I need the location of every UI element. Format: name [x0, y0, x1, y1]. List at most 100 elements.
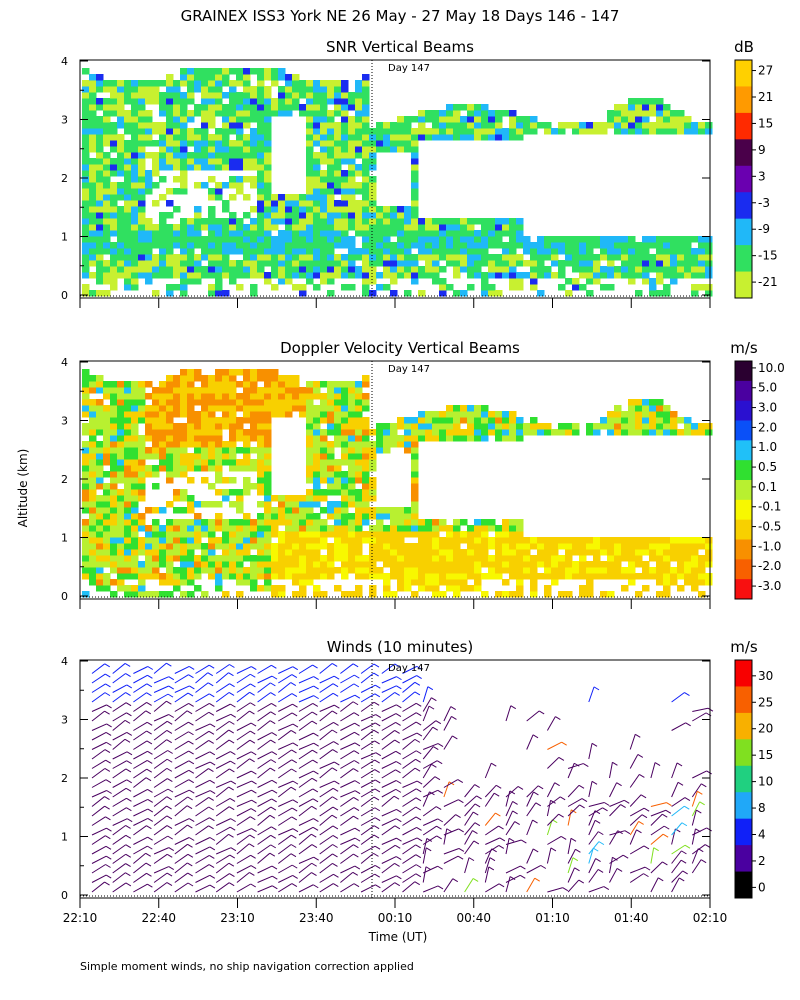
heatmap-cell — [677, 128, 685, 135]
heatmap-cell — [89, 80, 97, 87]
wind-barb — [443, 716, 452, 731]
wind-barb — [236, 865, 252, 874]
heatmap-cell — [355, 218, 363, 225]
wind-barb-flag — [126, 712, 132, 717]
heatmap-cell — [187, 561, 195, 568]
heatmap-cell — [579, 260, 587, 267]
heatmap-cell — [236, 152, 244, 159]
heatmap-cell — [544, 555, 552, 562]
heatmap-cell — [180, 158, 188, 165]
heatmap-cell — [145, 549, 153, 556]
heatmap-cell — [453, 266, 461, 273]
heatmap-cell — [89, 477, 97, 484]
heatmap-cell — [530, 417, 538, 424]
heatmap-cell — [278, 375, 286, 382]
heatmap-cell — [397, 507, 405, 514]
heatmap-cell — [243, 236, 251, 243]
wind-barb — [629, 873, 644, 883]
heatmap-cell — [117, 170, 125, 177]
heatmap-cell — [215, 423, 223, 430]
wind-barb — [174, 740, 189, 750]
heatmap-cell — [131, 152, 139, 159]
heatmap-cell — [502, 254, 510, 261]
heatmap-cell — [194, 459, 202, 466]
heatmap-cell — [320, 447, 328, 454]
wind-barb-flag — [661, 813, 668, 818]
heatmap-cell — [264, 248, 272, 255]
heatmap-cell — [460, 128, 468, 135]
heatmap-cell — [138, 86, 146, 93]
heatmap-cell — [348, 170, 356, 177]
heatmap-cell — [334, 260, 342, 267]
heatmap-cell — [376, 567, 384, 574]
heatmap-cell — [376, 236, 384, 243]
heatmap-cell — [215, 224, 223, 231]
wind-barb — [133, 845, 148, 855]
heatmap-cell — [306, 393, 314, 400]
heatmap-cell — [670, 423, 678, 430]
wind-barb — [319, 710, 333, 722]
heatmap-cell — [124, 242, 132, 249]
heatmap-cell — [173, 405, 181, 412]
heatmap-cell — [530, 573, 538, 580]
heatmap-cell — [565, 567, 573, 574]
heatmap-cell — [222, 537, 230, 544]
heatmap-cell — [355, 555, 363, 562]
heatmap-cell — [411, 579, 419, 586]
wind-barb-flag — [249, 691, 255, 696]
heatmap-cell — [523, 128, 531, 135]
heatmap-cell — [390, 248, 398, 255]
heatmap-cell — [586, 278, 594, 285]
heatmap-cell — [173, 98, 181, 105]
heatmap-cell — [124, 158, 132, 165]
wind-barb — [340, 790, 356, 798]
heatmap-cell — [348, 387, 356, 394]
wind-barb — [195, 703, 210, 712]
heatmap-cell — [320, 188, 328, 195]
heatmap-cell — [257, 188, 265, 195]
heatmap-cell — [320, 116, 328, 123]
wind-barb — [257, 865, 273, 874]
wind-barb — [195, 664, 210, 674]
heatmap-cell — [229, 218, 237, 225]
heatmap-cell — [369, 290, 377, 297]
heatmap-cell — [250, 585, 258, 592]
heatmap-cell — [152, 158, 160, 165]
heatmap-cell — [684, 254, 692, 261]
wind-barb — [340, 883, 355, 893]
heatmap-cell — [649, 284, 657, 291]
heatmap-cell — [355, 92, 363, 99]
heatmap-cell — [110, 567, 118, 574]
heatmap-cell — [264, 134, 272, 141]
heatmap-cell — [208, 453, 216, 460]
heatmap-cell — [327, 525, 335, 532]
heatmap-cell — [334, 110, 342, 117]
wind-barb — [340, 712, 355, 722]
heatmap-cell — [194, 429, 202, 436]
heatmap-cell — [264, 561, 272, 568]
wind-barb-flag — [228, 806, 235, 811]
heatmap-cell — [117, 543, 125, 550]
heatmap-cell — [208, 435, 216, 442]
heatmap-cell — [152, 152, 160, 159]
heatmap-cell — [124, 585, 132, 592]
heatmap-cell — [313, 423, 321, 430]
heatmap-cell — [194, 369, 202, 376]
heatmap-cell — [138, 411, 146, 418]
wind-barb-flag — [187, 872, 193, 877]
wind-barb — [236, 730, 251, 741]
heatmap-cell — [159, 236, 167, 243]
heatmap-cell — [509, 549, 517, 556]
heatmap-cell — [152, 453, 160, 460]
wind-barb-flag — [353, 815, 359, 820]
heatmap-cell — [313, 387, 321, 394]
heatmap-cell — [495, 537, 503, 544]
wind-barb — [567, 849, 576, 864]
heatmap-cell — [425, 110, 433, 117]
wind-barb-flag — [208, 806, 214, 811]
wind-barb — [236, 666, 252, 674]
heatmap-cell — [523, 573, 531, 580]
heatmap-cell — [523, 116, 531, 123]
heatmap-cell — [614, 110, 622, 117]
